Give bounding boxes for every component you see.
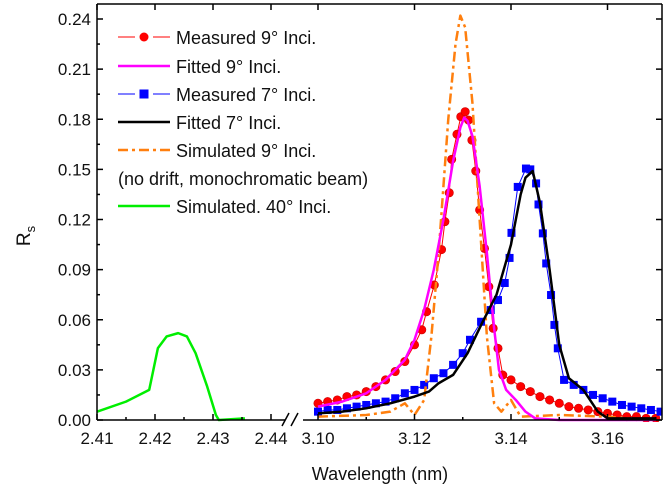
data-point-measured-7 bbox=[513, 182, 522, 191]
data-point-measured-7 bbox=[547, 291, 556, 300]
data-point-measured-7 bbox=[589, 390, 598, 399]
legend-label: Measured 9° Inci. bbox=[176, 28, 316, 48]
data-point-measured-7 bbox=[333, 405, 342, 414]
data-point-measured-7 bbox=[465, 335, 474, 344]
data-point-measured-7 bbox=[560, 375, 569, 384]
legend-item: Simulated. 40° Inci. bbox=[118, 197, 331, 217]
x-tick-label-right: 3.12 bbox=[398, 429, 431, 448]
y-tick-label: 0.12 bbox=[58, 211, 91, 230]
data-point-measured-9 bbox=[506, 375, 516, 385]
data-point-measured-7 bbox=[391, 394, 400, 403]
legend-label: Simulated 9° Inci. bbox=[176, 141, 316, 161]
x-tick-label-right: 3.10 bbox=[301, 429, 334, 448]
legend-item: Measured 7° Inci. bbox=[118, 85, 316, 105]
legend-marker-circle bbox=[139, 32, 149, 42]
data-point-measured-7 bbox=[439, 369, 448, 378]
x-axis-label: Wavelength (nm) bbox=[312, 464, 448, 484]
legend-item: Fitted 9° Inci. bbox=[118, 57, 281, 77]
data-point-measured-7 bbox=[371, 399, 380, 408]
data-point-measured-7 bbox=[458, 349, 467, 358]
data-point-measured-7 bbox=[486, 306, 495, 315]
x-tick-label-left: 2.42 bbox=[138, 429, 171, 448]
data-point-measured-7 bbox=[646, 405, 655, 414]
y-tick-label: 0.21 bbox=[58, 60, 91, 79]
data-point-measured-7 bbox=[314, 407, 322, 416]
data-point-measured-7 bbox=[352, 402, 361, 411]
data-point-measured-7 bbox=[617, 400, 626, 409]
legend-item: Simulated 9° Inci. (no drift, monochromat… bbox=[118, 141, 368, 189]
y-axis-label-main: R bbox=[14, 232, 35, 246]
data-point-measured-7 bbox=[429, 374, 438, 383]
x-tick-label-right: 3.16 bbox=[591, 429, 624, 448]
series-line-3 bbox=[317, 169, 656, 420]
y-tick-label: 0.24 bbox=[58, 10, 91, 29]
y-axis-label: Rs bbox=[14, 225, 38, 246]
data-point-measured-7 bbox=[534, 200, 543, 209]
data-point-measured-9 bbox=[460, 107, 470, 117]
data-point-measured-7 bbox=[637, 404, 646, 413]
legend: Measured 9° Inci. Fitted 9° Inci. Measured… bbox=[118, 28, 368, 217]
data-point-measured-7 bbox=[449, 360, 458, 369]
data-point-measured-9 bbox=[535, 392, 545, 402]
data-point-measured-7 bbox=[420, 380, 429, 389]
plot-marks bbox=[97, 14, 662, 422]
data-point-measured-7 bbox=[500, 278, 509, 287]
legend-item: Measured 9° Inci. bbox=[118, 28, 316, 48]
data-point-measured-9 bbox=[564, 402, 574, 412]
y-tick-label: 0.15 bbox=[58, 160, 91, 179]
data-point-measured-7 bbox=[410, 385, 419, 394]
data-point-measured-7 bbox=[507, 228, 516, 237]
legend-label: Fitted 7° Inci. bbox=[176, 113, 281, 133]
legend-marker-square bbox=[139, 89, 149, 99]
x-tick-label-right: 3.14 bbox=[494, 429, 527, 448]
data-point-measured-7 bbox=[477, 317, 486, 326]
data-point-measured-7 bbox=[569, 380, 578, 389]
data-point-measured-7 bbox=[538, 229, 547, 238]
y-tick-label: 0.18 bbox=[58, 110, 91, 129]
data-point-measured-7 bbox=[656, 407, 662, 416]
data-point-measured-7 bbox=[381, 397, 390, 406]
series-line-5 bbox=[97, 331, 245, 422]
x-tick-label-left: 2.41 bbox=[80, 429, 113, 448]
axis-break-mark bbox=[290, 412, 299, 427]
data-point-measured-7 bbox=[400, 389, 409, 398]
x-tick-label-left: 2.44 bbox=[254, 429, 287, 448]
data-point-measured-9 bbox=[516, 382, 526, 392]
data-point-measured-9 bbox=[545, 395, 555, 405]
y-tick-label: 0.03 bbox=[58, 361, 91, 380]
data-point-measured-9 bbox=[525, 387, 535, 397]
data-point-measured-7 bbox=[493, 296, 502, 305]
data-point-measured-7 bbox=[553, 344, 562, 353]
data-point-measured-9 bbox=[583, 405, 593, 415]
series-line-1 bbox=[317, 116, 656, 422]
data-point-measured-7 bbox=[542, 259, 551, 268]
legend-item: Fitted 7° Inci. bbox=[118, 113, 281, 133]
data-point-measured-7 bbox=[550, 320, 559, 329]
data-point-measured-7 bbox=[627, 402, 636, 411]
axis-break-mark bbox=[281, 412, 290, 427]
data-point-measured-7 bbox=[362, 400, 371, 409]
data-point-measured-7 bbox=[608, 397, 617, 406]
legend-label: Fitted 9° Inci. bbox=[176, 57, 281, 77]
data-point-measured-7 bbox=[342, 404, 351, 413]
x-tick-label-left: 2.43 bbox=[196, 429, 229, 448]
legend-label: Simulated. 40° Inci. bbox=[176, 197, 331, 217]
data-point-measured-9 bbox=[574, 403, 584, 413]
data-point-measured-7 bbox=[521, 164, 530, 173]
data-point-measured-9 bbox=[554, 398, 564, 408]
data-point-measured-7 bbox=[505, 253, 514, 262]
y-tick-label: 0.06 bbox=[58, 311, 91, 330]
y-tick-label: 0.09 bbox=[58, 261, 91, 280]
data-point-measured-7 bbox=[526, 165, 535, 174]
y-tick-label: 0.00 bbox=[58, 411, 91, 430]
legend-label: Measured 7° Inci. bbox=[176, 85, 316, 105]
y-axis-label-sub: s bbox=[23, 225, 38, 232]
axes: 0.00 0.03 0.06 0.09 0.12 0.15 0.18 0.21 0.24 2.41… bbox=[58, 3, 663, 448]
legend-label-continued: (no drift, monochromatic beam) bbox=[118, 169, 368, 189]
data-point-measured-7 bbox=[598, 394, 607, 403]
data-point-measured-7 bbox=[323, 405, 332, 414]
